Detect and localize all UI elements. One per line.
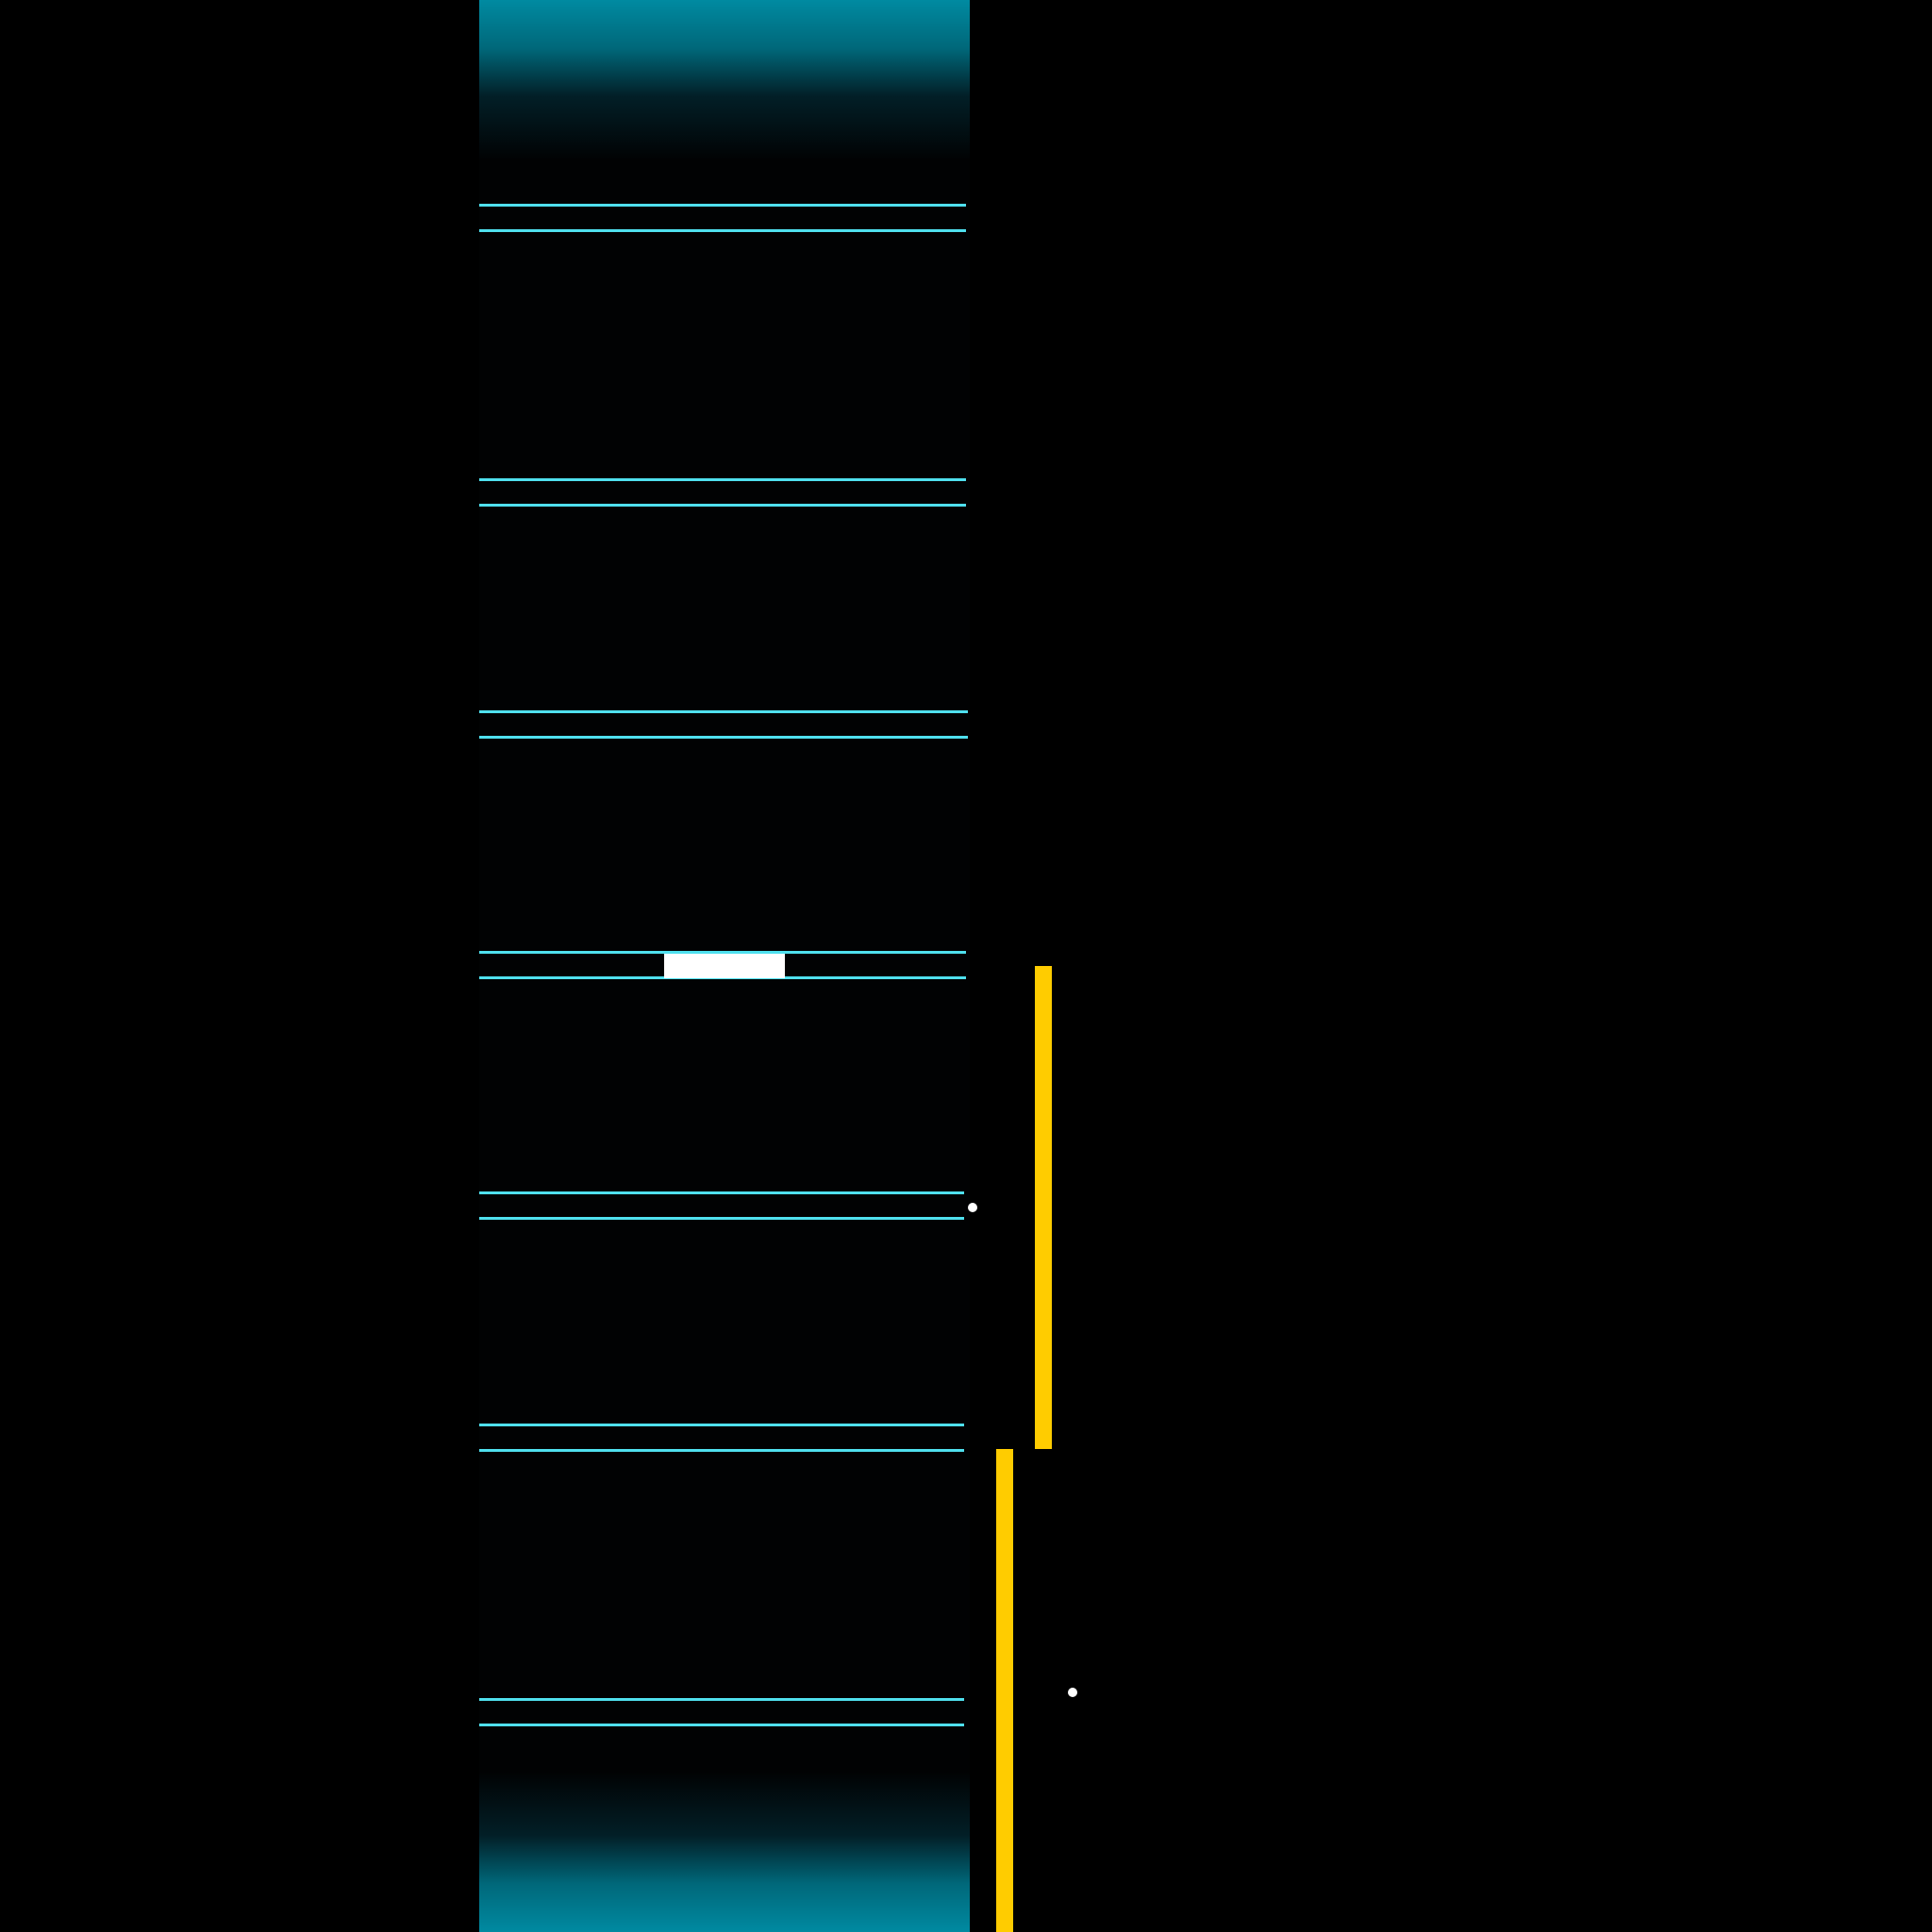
ledge-3 xyxy=(479,710,968,739)
hazard-bar-lower xyxy=(996,1449,1013,1932)
ledge-rail-bottom xyxy=(479,1449,964,1452)
orb-2 xyxy=(1068,1688,1077,1697)
shaft-glow-top xyxy=(479,0,970,160)
vertical-shaft xyxy=(479,0,970,1932)
ledge-rail-top xyxy=(479,710,968,713)
ledge-rail-top xyxy=(479,204,966,207)
ledge-rail-top xyxy=(479,1698,964,1701)
ledge-1 xyxy=(479,204,966,232)
shaft-glow-bottom xyxy=(479,1772,970,1932)
ledge-rail-top xyxy=(479,951,966,954)
ledge-5 xyxy=(479,1191,964,1220)
ledge-2 xyxy=(479,478,966,507)
ledge-rail-bottom xyxy=(479,736,968,739)
ledge-rail-bottom xyxy=(479,229,966,232)
ledge-rail-top xyxy=(479,1424,964,1426)
ledge-rail-top xyxy=(479,1191,964,1194)
hazard-bar-upper xyxy=(1035,966,1052,1449)
ledge-rail-bottom xyxy=(479,504,966,507)
orb-1 xyxy=(968,1203,977,1212)
ledge-7 xyxy=(479,1698,964,1726)
ledge-rail-bottom xyxy=(479,1217,964,1220)
ledge-rail-top xyxy=(479,478,966,481)
ledge-6 xyxy=(479,1424,964,1452)
ledge-rail-bottom xyxy=(479,1724,964,1726)
player-block xyxy=(664,954,785,978)
